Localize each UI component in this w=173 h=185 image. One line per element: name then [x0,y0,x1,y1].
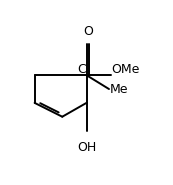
Text: O: O [83,25,93,38]
Text: OH: OH [77,141,96,154]
Text: OMe: OMe [112,63,140,76]
Text: Me: Me [110,83,128,96]
Text: C: C [77,63,86,76]
